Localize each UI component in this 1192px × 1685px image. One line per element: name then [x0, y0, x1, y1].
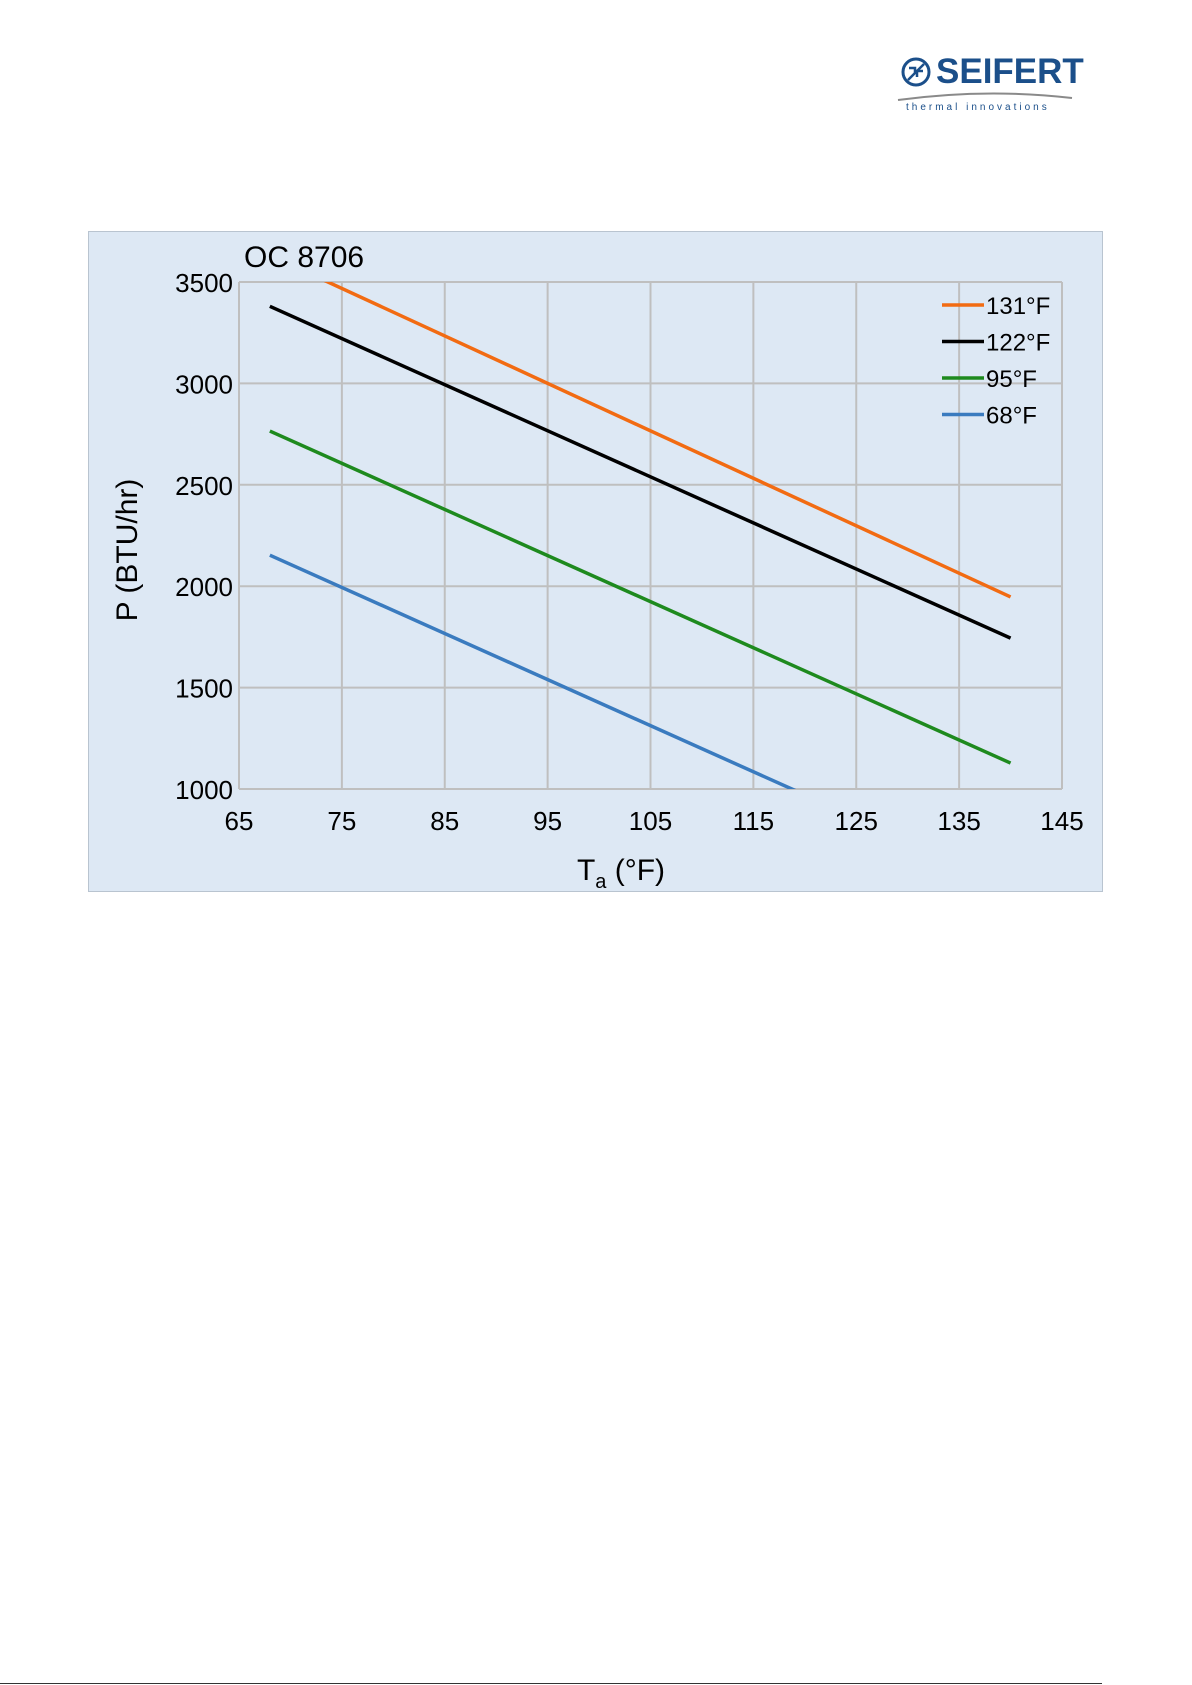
x-tick-label-3: 95 — [533, 806, 562, 836]
y-tick-label-2: 2000 — [175, 572, 233, 602]
legend-label-2: 95°F — [986, 366, 1037, 393]
y-tick-label-4: 3000 — [175, 369, 233, 399]
x-tick-label-6: 125 — [835, 806, 878, 836]
x-axis-label-sub: a — [595, 871, 607, 893]
legend-label-0: 131°F — [986, 293, 1050, 320]
x-tick-label-2: 85 — [430, 806, 459, 836]
y-tick-label-5: 3500 — [175, 268, 233, 298]
legend-label-1: 122°F — [986, 330, 1050, 357]
y-tick-label-0: 1000 — [175, 775, 233, 805]
x-axis-label-unit: (°F) — [606, 854, 665, 887]
series-line-1 — [269, 304, 1012, 640]
x-tick-label-5: 115 — [733, 806, 774, 836]
x-axis-label: Ta (°F) — [577, 854, 665, 893]
seifert-logo-mark-icon — [901, 57, 931, 87]
logo-swoosh — [897, 92, 1073, 101]
seifert-logo: SEIFERT thermal innovations — [896, 52, 1084, 118]
y-tick-label-1: 1500 — [175, 674, 233, 704]
x-tick-label-8: 145 — [1040, 806, 1083, 836]
x-tick-labels: 65 75 85 95 105 115 125 135 145 — [225, 806, 1084, 836]
logo-tagline: thermal innovations — [906, 102, 1050, 113]
performance-chart: 1000 1500 2000 2500 3000 3500 65 75 85 95 105 115 1… — [111, 241, 1084, 893]
series-line-0 — [323, 282, 1012, 599]
chart-panel: 1000 1500 2000 2500 3000 3500 65 75 85 95 105 115 1… — [88, 231, 1103, 893]
chart-legend: 131°F 122°F 95°F 68°F — [942, 293, 1050, 430]
x-tick-label-1: 75 — [327, 806, 356, 836]
series-line-3 — [269, 553, 797, 789]
x-tick-label-0: 65 — [225, 806, 254, 836]
logo-brand-name: SEIFERT — [936, 52, 1084, 91]
page-bottom-rule — [0, 1683, 1102, 1684]
chart-grid — [238, 281, 1063, 790]
y-tick-label-3: 2500 — [175, 471, 233, 501]
x-tick-label-7: 135 — [937, 806, 980, 836]
series-line-2 — [269, 429, 1012, 765]
chart-series — [269, 282, 1012, 789]
y-axis-label: P (BTU/hr) — [111, 479, 144, 622]
x-axis-label-main: T — [577, 854, 595, 887]
legend-label-3: 68°F — [986, 403, 1037, 430]
y-tick-labels: 1000 1500 2000 2500 3000 3500 — [175, 268, 233, 805]
chart-title: OC 8706 — [244, 241, 364, 274]
x-tick-label-4: 105 — [629, 806, 672, 836]
